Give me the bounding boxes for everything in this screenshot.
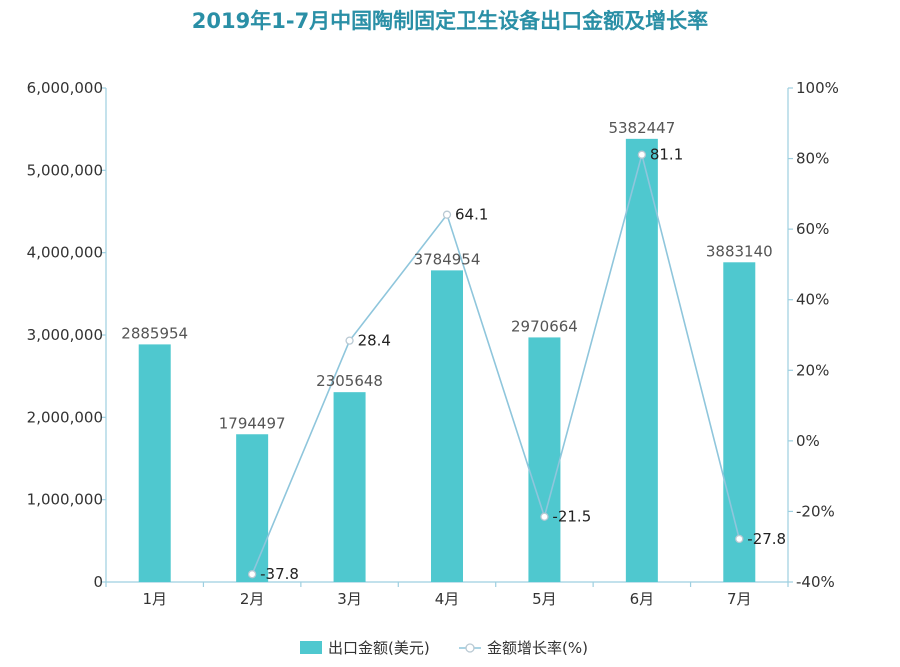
data-labels: 2885954 1794497 2305648 3784954 2970664 53824… (121, 119, 786, 583)
bar-series (138, 138, 756, 582)
line-value-label: 81.1 (650, 146, 683, 164)
legend-bar-label: 出口金额(美元) (328, 639, 430, 657)
bar (528, 337, 561, 582)
line-point (735, 534, 744, 544)
legend-bar-swatch (300, 641, 322, 654)
axes: 0 1,000,000 2,000,000 3,000,000 4,000,000 5,0… (27, 79, 839, 608)
x-tick-label: 2月 (240, 590, 265, 608)
x-tick-label: 3月 (337, 590, 362, 608)
right-tick-label: -40% (796, 573, 835, 591)
bar-value-label: 3784954 (414, 250, 481, 268)
bar-value-label: 3883140 (706, 242, 773, 260)
line-point (442, 210, 452, 219)
bar (723, 262, 756, 582)
right-tick-label: 100% (796, 79, 839, 97)
bar-value-label: 2970664 (511, 317, 578, 335)
bar (138, 344, 171, 582)
bar (236, 434, 269, 582)
chart-title: 2019年1-7月中国陶制固定卫生设备出口金额及增长率 (192, 9, 708, 33)
line-value-label: -21.5 (552, 508, 591, 526)
bar-value-label: 5382447 (608, 119, 675, 137)
line-value-label: -27.8 (747, 530, 786, 548)
left-tick-label: 6,000,000 (27, 79, 103, 97)
left-tick-label: 2,000,000 (27, 408, 103, 426)
left-tick-label: 5,000,000 (27, 161, 103, 179)
right-tick-label: -20% (796, 502, 835, 520)
growth-line (251, 151, 741, 575)
right-tick-label: 60% (796, 220, 829, 238)
right-tick-label: 20% (796, 361, 829, 379)
left-tick-label: 1,000,000 (27, 491, 103, 509)
bar-value-label: 2885954 (121, 324, 188, 342)
x-tick-label: 5月 (532, 590, 557, 608)
right-tick-label: 80% (796, 150, 829, 168)
line-value-label: 28.4 (358, 332, 391, 350)
line-value-label: 64.1 (455, 206, 488, 224)
right-tick-label: 0% (796, 432, 820, 450)
bar (625, 138, 658, 582)
bar (333, 392, 366, 582)
left-tick-label: 4,000,000 (27, 244, 103, 262)
legend-line-marker (465, 643, 475, 653)
bar-value-label: 2305648 (316, 372, 383, 390)
x-tick-label: 1月 (142, 590, 167, 608)
x-tick-label: 4月 (435, 590, 460, 608)
legend-line-label: 金额增长率(%) (487, 639, 588, 657)
left-tick-label: 3,000,000 (27, 326, 103, 344)
x-tick-label: 7月 (727, 590, 752, 608)
legend[interactable]: 出口金额(美元) 金额增长率(%) (300, 639, 588, 657)
line-point (247, 570, 257, 579)
line-series (247, 150, 744, 579)
line-point (540, 512, 549, 521)
line-point (345, 336, 354, 345)
line-point (637, 150, 647, 159)
bar-value-label: 1794497 (219, 414, 286, 432)
right-tick-label: 40% (796, 291, 829, 309)
line-value-label: -37.8 (260, 565, 299, 583)
bar (431, 270, 463, 582)
x-tick-label: 6月 (630, 590, 655, 608)
left-tick-label: 0 (93, 573, 103, 591)
